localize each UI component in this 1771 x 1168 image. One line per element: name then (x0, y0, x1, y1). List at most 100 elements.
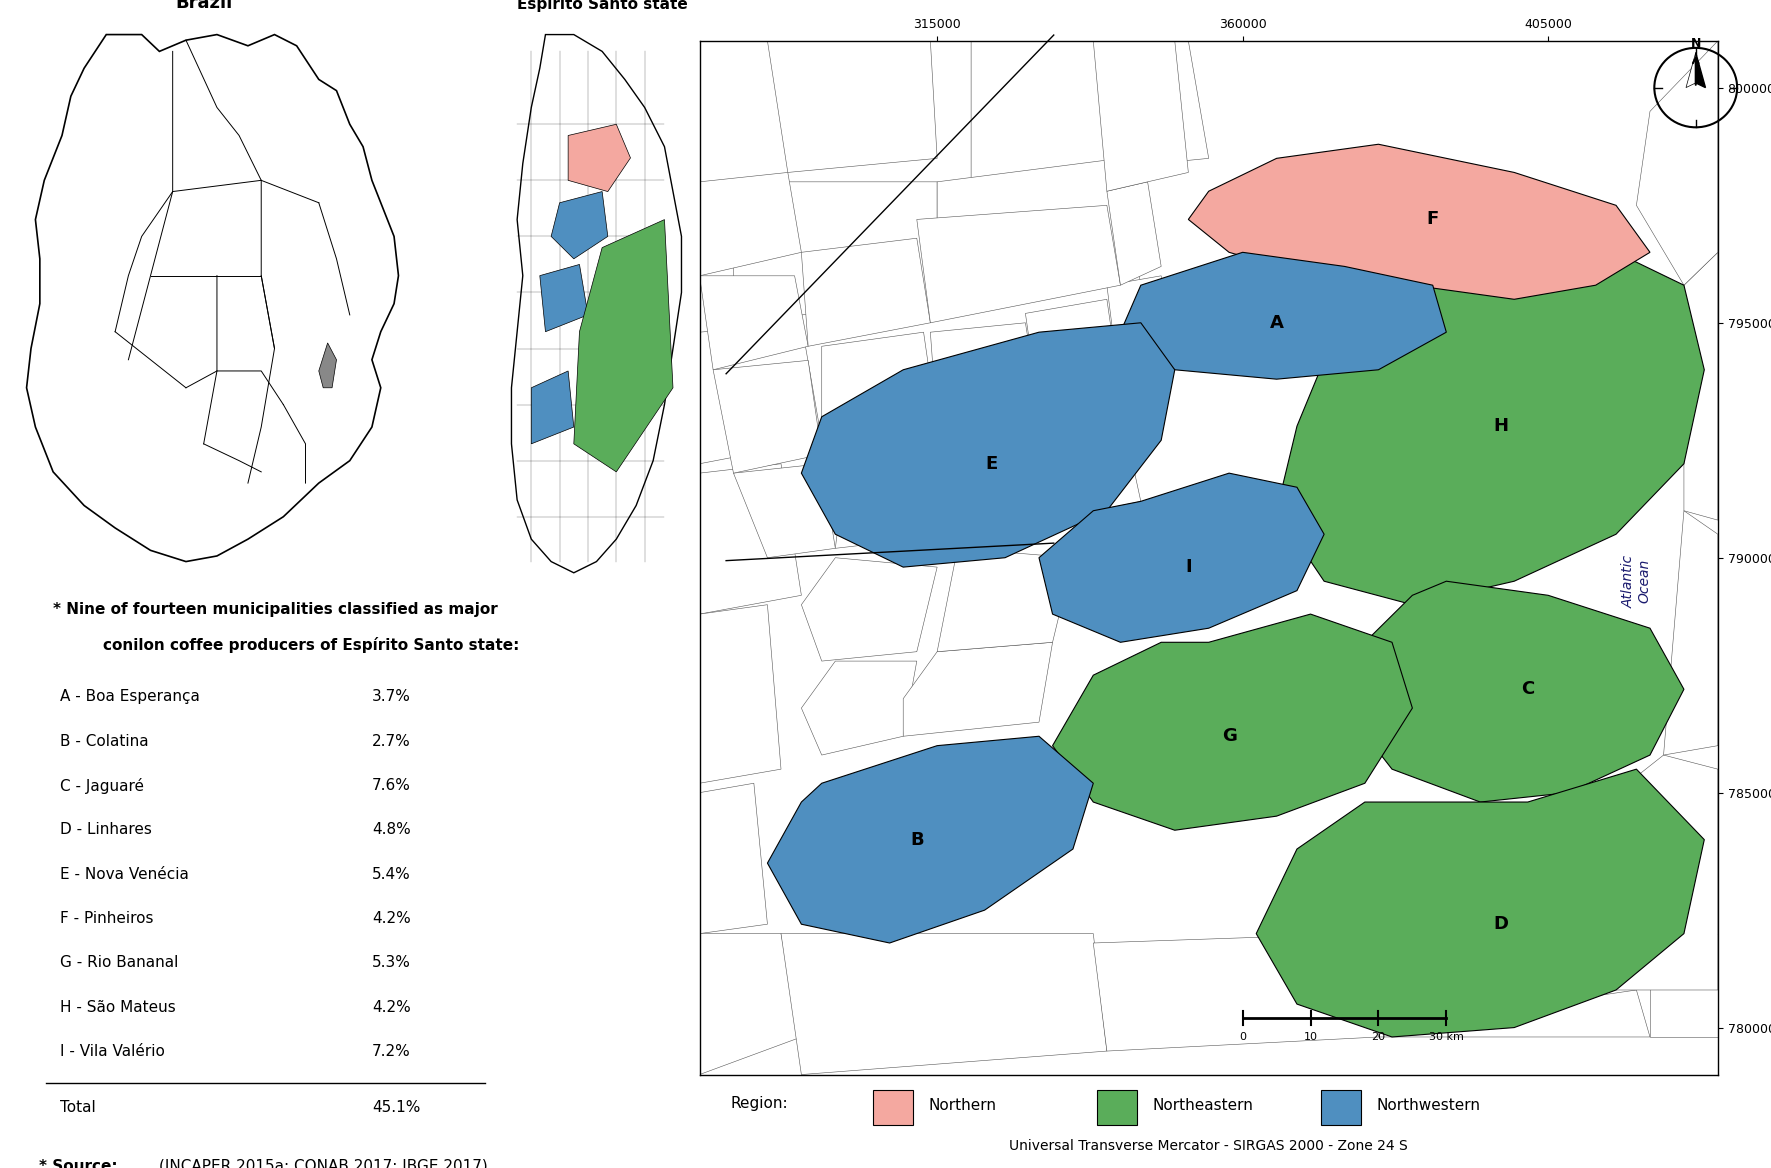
Polygon shape (903, 642, 1052, 736)
Polygon shape (937, 548, 1073, 652)
Polygon shape (733, 182, 937, 322)
Text: 2.7%: 2.7% (372, 734, 411, 749)
Text: Total: Total (60, 1100, 96, 1115)
FancyBboxPatch shape (1096, 1090, 1137, 1125)
Text: E: E (985, 454, 997, 473)
Text: H: H (1493, 417, 1509, 436)
Polygon shape (800, 661, 917, 755)
Polygon shape (714, 361, 822, 473)
Text: 7.2%: 7.2% (372, 1044, 411, 1059)
Polygon shape (700, 464, 800, 614)
Text: 5.3%: 5.3% (372, 955, 411, 971)
Text: * Source:: * Source: (39, 1159, 122, 1168)
Polygon shape (930, 322, 1040, 426)
Text: 7.6%: 7.6% (372, 778, 411, 793)
Text: * Nine of fourteen municipalities classified as major: * Nine of fourteen municipalities classi… (53, 602, 498, 617)
Polygon shape (822, 332, 937, 454)
Text: A: A (1270, 314, 1284, 332)
Text: 10: 10 (1303, 1033, 1318, 1042)
Polygon shape (781, 933, 1107, 1075)
Text: G: G (1222, 728, 1236, 745)
Text: G - Rio Bananal: G - Rio Bananal (60, 955, 179, 971)
Polygon shape (1277, 252, 1704, 605)
Polygon shape (1040, 408, 1141, 520)
Text: 4.8%: 4.8% (372, 822, 411, 837)
Polygon shape (1378, 990, 1651, 1037)
Polygon shape (1093, 933, 1378, 1051)
Polygon shape (551, 192, 607, 259)
Text: 0: 0 (1240, 1033, 1247, 1042)
Polygon shape (1615, 755, 1718, 990)
Polygon shape (1651, 933, 1718, 1037)
Polygon shape (1040, 473, 1325, 642)
Text: 45.1%: 45.1% (372, 1100, 420, 1115)
Text: Northern: Northern (928, 1098, 997, 1113)
Polygon shape (1107, 182, 1162, 285)
Polygon shape (512, 35, 682, 572)
Text: I: I (1185, 558, 1192, 576)
Polygon shape (700, 41, 971, 182)
FancyBboxPatch shape (873, 1090, 914, 1125)
Text: H - São Mateus: H - São Mateus (60, 1000, 175, 1015)
Polygon shape (27, 35, 398, 562)
Text: Universal Transverse Mercator - SIRGAS 2000 - Zone 24 S: Universal Transverse Mercator - SIRGAS 2… (1009, 1139, 1408, 1153)
Polygon shape (1256, 770, 1704, 1037)
Polygon shape (700, 784, 767, 933)
Polygon shape (700, 322, 822, 464)
Text: C: C (1521, 680, 1534, 698)
Text: F: F (1427, 210, 1438, 229)
Text: F - Pinheiros: F - Pinheiros (60, 911, 154, 926)
Polygon shape (767, 41, 937, 173)
FancyBboxPatch shape (1321, 1090, 1362, 1125)
Polygon shape (700, 173, 800, 276)
Polygon shape (951, 426, 1052, 534)
Polygon shape (568, 124, 630, 192)
Text: D - Linhares: D - Linhares (60, 822, 152, 837)
Text: 5.4%: 5.4% (372, 867, 411, 882)
Polygon shape (1684, 252, 1718, 520)
Polygon shape (1636, 41, 1718, 285)
Polygon shape (574, 220, 673, 472)
Text: Atlantic
Ocean: Atlantic Ocean (1620, 555, 1652, 607)
Text: E - Nova Venécia: E - Nova Venécia (60, 867, 189, 882)
Polygon shape (1344, 582, 1684, 802)
Polygon shape (700, 605, 781, 784)
Polygon shape (700, 41, 1718, 1075)
Text: (INCAPER 2015a; CONAB 2017; IBGE 2017).: (INCAPER 2015a; CONAB 2017; IBGE 2017). (159, 1159, 492, 1168)
Polygon shape (1188, 144, 1651, 299)
Text: Northeastern: Northeastern (1153, 1098, 1254, 1113)
Polygon shape (1121, 252, 1447, 380)
Polygon shape (1107, 276, 1174, 394)
Text: B: B (910, 830, 924, 849)
Polygon shape (700, 933, 800, 1075)
Polygon shape (1663, 510, 1718, 755)
Text: 20: 20 (1371, 1033, 1385, 1042)
Polygon shape (800, 238, 930, 346)
Polygon shape (937, 159, 1141, 299)
Polygon shape (800, 558, 937, 661)
Text: 4.2%: 4.2% (372, 911, 411, 926)
Polygon shape (767, 736, 1093, 943)
Polygon shape (971, 41, 1208, 182)
Text: 4.2%: 4.2% (372, 1000, 411, 1015)
Text: C - Jaguaré: C - Jaguaré (60, 778, 143, 794)
Polygon shape (531, 371, 574, 444)
Polygon shape (700, 276, 808, 370)
Polygon shape (319, 343, 336, 388)
Polygon shape (1697, 53, 1705, 88)
Text: conilon coffee producers of Espírito Santo state:: conilon coffee producers of Espírito San… (103, 637, 519, 653)
Text: Region:: Region: (730, 1097, 788, 1111)
Text: 30 km: 30 km (1429, 1033, 1465, 1042)
Text: Brazil: Brazil (175, 0, 232, 12)
Text: D: D (1493, 916, 1509, 933)
Text: B - Colatina: B - Colatina (60, 734, 149, 749)
Polygon shape (540, 264, 588, 332)
Polygon shape (836, 440, 958, 548)
Polygon shape (800, 322, 1174, 568)
Polygon shape (1093, 41, 1188, 192)
Text: N: N (1691, 36, 1700, 50)
Text: I - Vila Valério: I - Vila Valério (60, 1044, 165, 1059)
Polygon shape (1052, 614, 1411, 830)
Text: Northwestern: Northwestern (1376, 1098, 1481, 1113)
Text: A - Boa Esperança: A - Boa Esperança (60, 689, 200, 704)
